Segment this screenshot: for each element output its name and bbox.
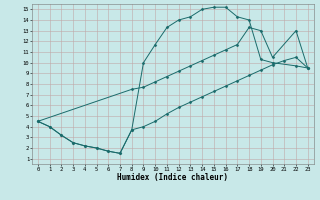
X-axis label: Humidex (Indice chaleur): Humidex (Indice chaleur) — [117, 173, 228, 182]
